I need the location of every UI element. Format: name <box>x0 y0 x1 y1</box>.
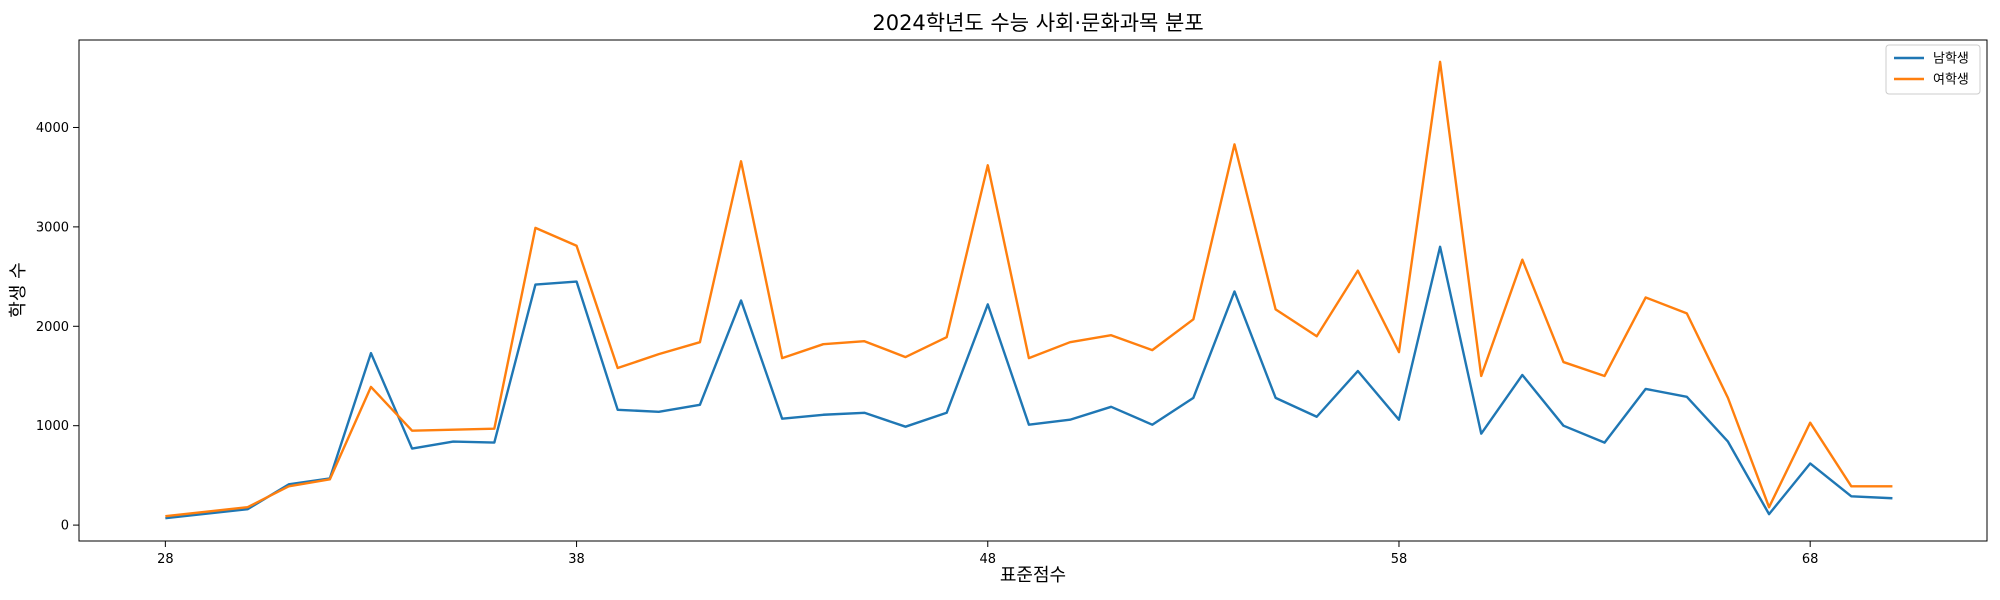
plot-frame <box>78 39 1988 542</box>
series-line-2 <box>165 60 1893 518</box>
x-axis-ticks: 28 38 48 58 68 <box>157 541 1818 567</box>
x-tick-label: 58 <box>1391 552 1408 567</box>
y-tick-label: 3000 <box>36 220 69 235</box>
y-axis-title: 학생 수 <box>8 262 29 317</box>
series-group <box>165 60 1893 520</box>
x-tick-label: 68 <box>1802 552 1819 567</box>
y-tick-label: 1000 <box>36 419 69 434</box>
y-tick-label: 2000 <box>36 320 69 335</box>
x-tick-label: 28 <box>157 552 174 567</box>
y-tick-label: 0 <box>61 519 69 534</box>
series-line-1 <box>165 245 1893 520</box>
y-axis-ticks: 0 1000 2000 3000 4000 <box>36 121 79 534</box>
legend-label-1: 남학생 <box>1933 52 1969 67</box>
x-tick-label: 38 <box>568 552 585 567</box>
y-tick-label: 4000 <box>36 121 69 136</box>
legend-label-2: 여학생 <box>1933 73 1969 88</box>
x-axis-title: 표준점수 <box>1000 565 1066 586</box>
x-tick-label: 48 <box>979 552 996 567</box>
chart-title: 2024학년도 수능 사회·문화과목 분포 <box>872 11 1203 35</box>
